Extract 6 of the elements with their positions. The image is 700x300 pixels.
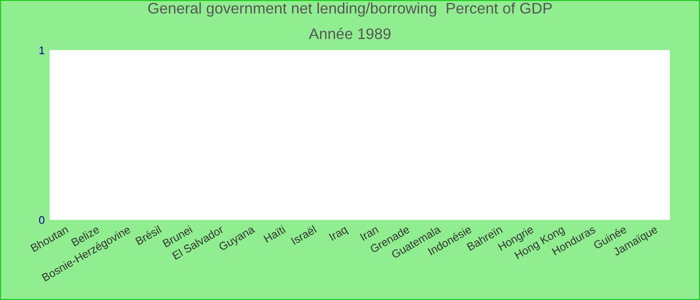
chart-title: General government net lending/borrowing Percent of GDP bbox=[148, 2, 552, 17]
y-tick-label: 1 bbox=[40, 46, 44, 54]
chart-subtitle: Année 1989 bbox=[308, 28, 390, 40]
y-tick-label: 0 bbox=[39, 216, 44, 224]
x-tick-label: Iraq bbox=[328, 225, 349, 243]
x-tick-label: Haïti bbox=[263, 225, 286, 243]
